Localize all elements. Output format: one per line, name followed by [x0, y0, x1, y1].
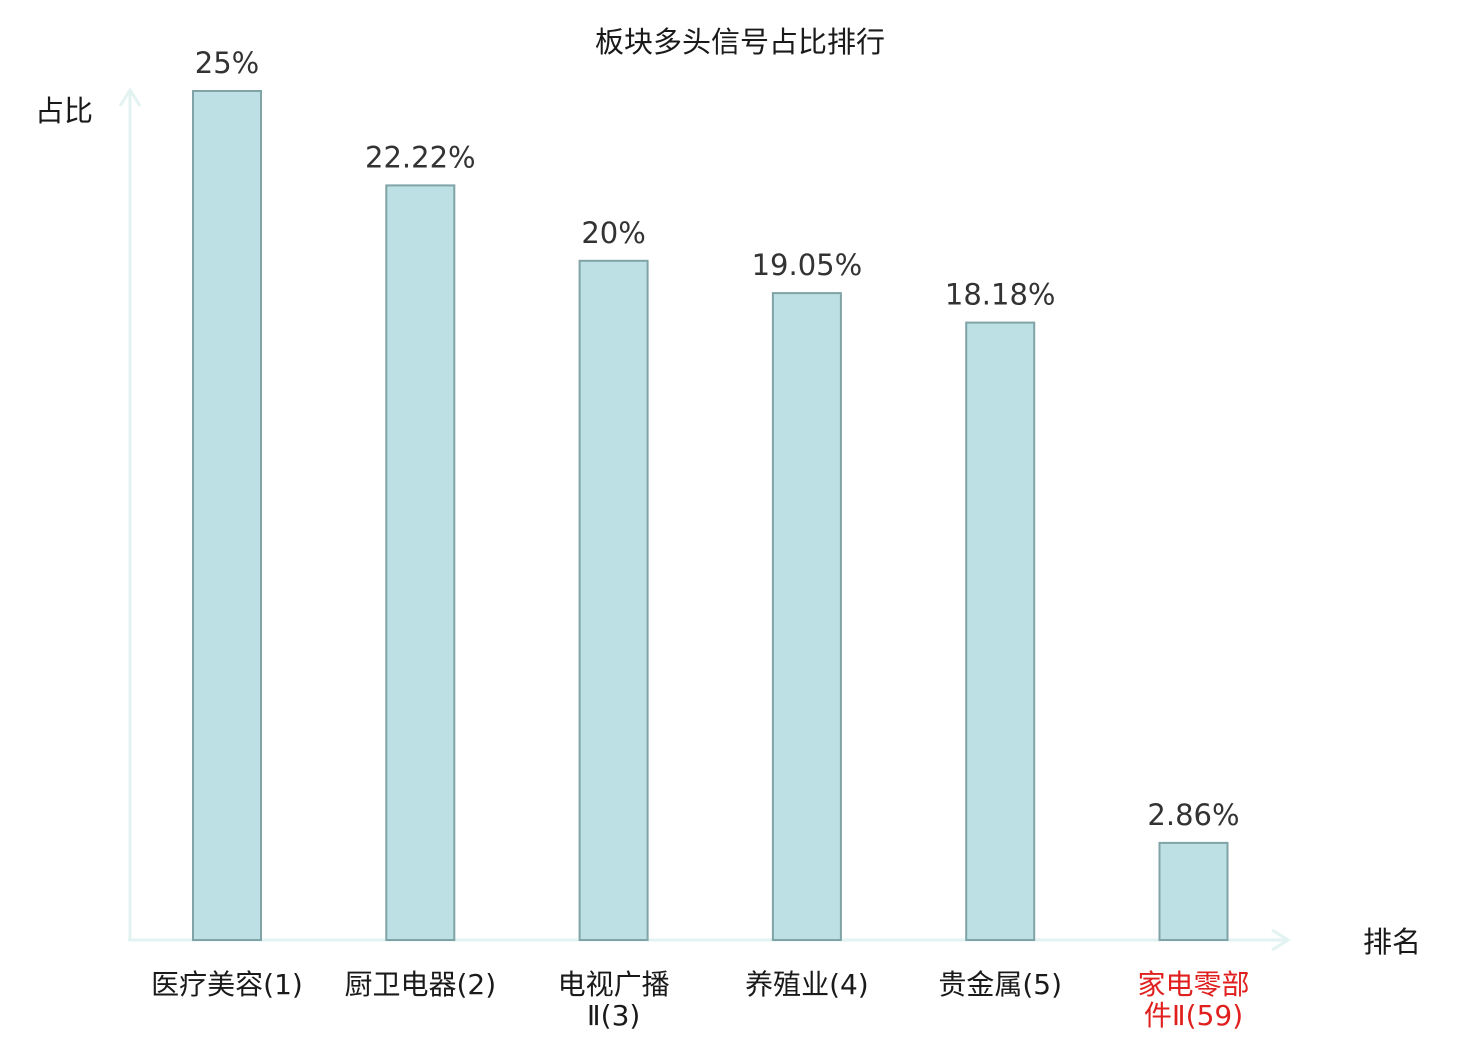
category-label-6-line-1: 家电零部	[1137, 968, 1249, 1001]
category-label-4: 养殖业(4)	[745, 968, 869, 1001]
bar-6	[1158, 841, 1229, 942]
y-axis-label: 占比	[35, 94, 93, 128]
chart-title: 板块多头信号占比排行	[595, 25, 885, 59]
value-label-5: 18.18%	[945, 278, 1056, 312]
bars-group	[192, 90, 1229, 942]
category-label-2: 厨卫电器(2)	[344, 968, 496, 1001]
category-label-3-line-2: Ⅱ(3)	[587, 999, 640, 1032]
bar-5	[965, 321, 1036, 942]
bar-3	[578, 259, 649, 941]
y-axis-arrow-icon	[118, 87, 142, 107]
value-label-3: 20%	[581, 216, 645, 250]
axes	[118, 87, 1291, 952]
category-label-3-line-1: 电视广播	[558, 968, 670, 1001]
value-label-4: 19.05%	[752, 248, 863, 282]
value-labels-group: 25% 22.22% 20% 19.05% 18.18% 2.86%	[195, 46, 1240, 832]
x-axis-arrow-icon	[1271, 928, 1291, 952]
bar-4	[771, 292, 842, 942]
value-label-1: 25%	[195, 46, 259, 80]
bar-1	[192, 90, 262, 941]
value-label-2: 22.22%	[365, 140, 476, 174]
category-label-6-line-2: 件Ⅱ(59)	[1144, 999, 1243, 1032]
x-axis-label: 排名	[1363, 925, 1421, 959]
value-label-6: 2.86%	[1147, 798, 1239, 832]
category-label-1: 医疗美容(1)	[151, 968, 303, 1001]
bar-2	[385, 184, 456, 941]
category-label-5: 贵金属(5)	[938, 968, 1062, 1001]
